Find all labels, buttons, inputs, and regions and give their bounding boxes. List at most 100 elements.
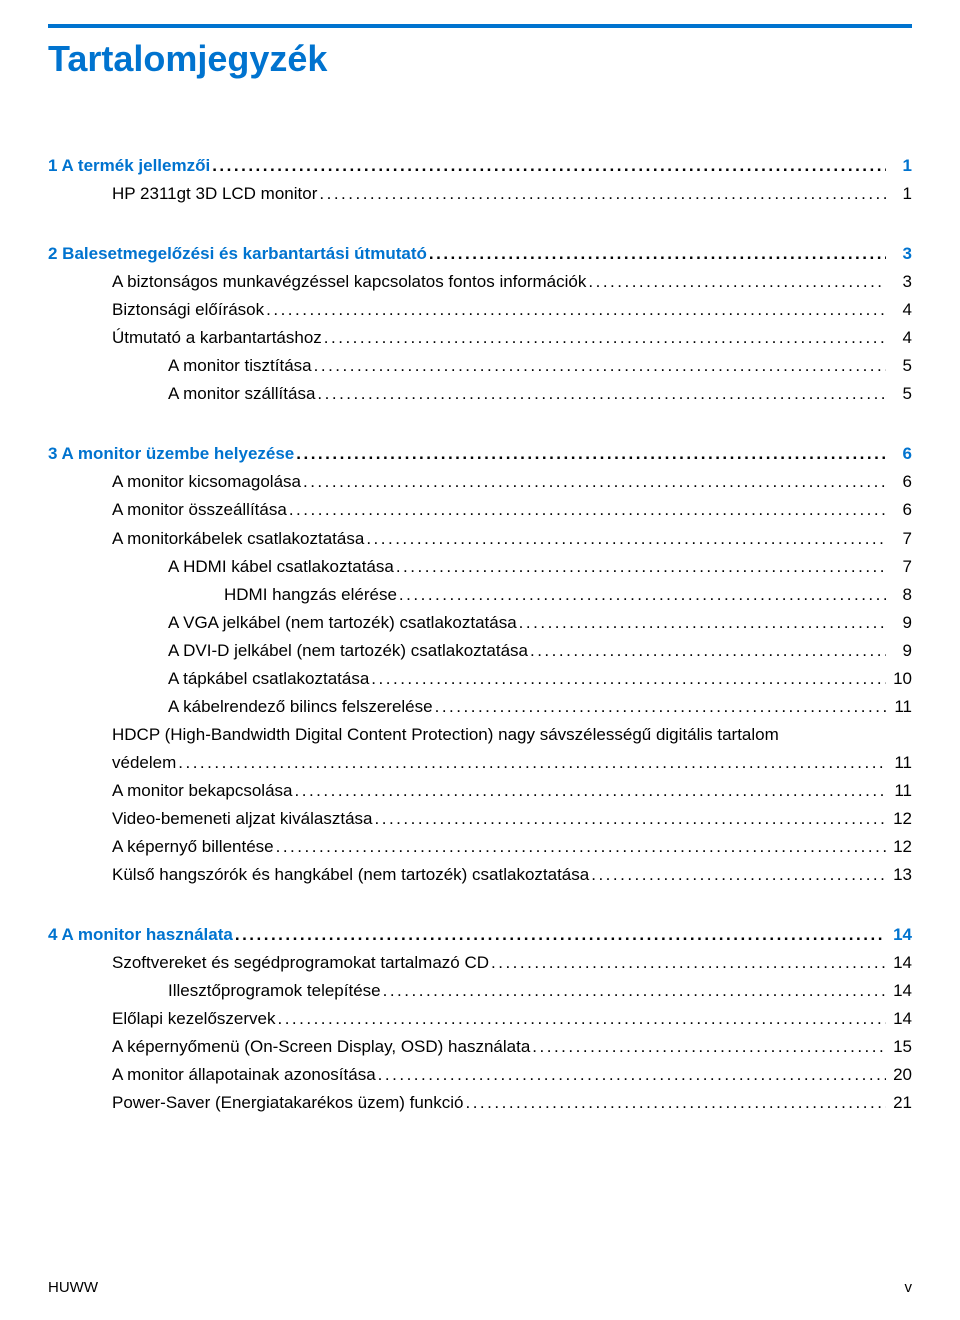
toc-label: A DVI-D jelkábel (nem tartozék) csatlako… <box>168 637 528 665</box>
toc-entry[interactable]: A monitorkábelek csatlakoztatása7 <box>48 525 912 553</box>
toc-page-number: 20 <box>888 1061 912 1089</box>
toc-entry[interactable]: A monitor összeállítása 6 <box>48 496 912 524</box>
toc-page-number: 11 <box>888 749 912 777</box>
toc-entry[interactable]: A képernyő billentése12 <box>48 833 912 861</box>
toc-leader-dots <box>324 324 886 352</box>
toc-page-number: 5 <box>888 380 912 408</box>
toc-leader-dots <box>289 496 886 524</box>
toc-page-number: 15 <box>888 1033 912 1061</box>
toc-label: 2 Balesetmegelőzési és karbantartási útm… <box>48 240 427 268</box>
toc-leader-dots <box>465 1089 886 1117</box>
toc-entry[interactable]: HDMI hangzás elérése8 <box>48 581 912 609</box>
toc-label: HP 2311gt 3D LCD monitor <box>112 180 317 208</box>
toc-entry[interactable]: A monitor tisztítása5 <box>48 352 912 380</box>
toc-label: A kábelrendező bilincs felszerelése <box>168 693 433 721</box>
toc-leader-dots <box>383 977 886 1005</box>
toc-label: HDCP (High-Bandwidth Digital Content Pro… <box>112 721 912 749</box>
toc-page-number: 9 <box>888 637 912 665</box>
toc-label: Szoftvereket és segédprogramokat tartalm… <box>112 949 489 977</box>
toc-leader-dots <box>314 352 886 380</box>
toc-label: Illesztőprogramok telepítése <box>168 977 381 1005</box>
toc-leader-dots <box>212 152 886 180</box>
toc-label: A monitor kicsomagolása <box>112 468 301 496</box>
toc-label: Power-Saver (Energiatakarékos üzem) funk… <box>112 1089 463 1117</box>
toc-page-number: 1 <box>888 180 912 208</box>
toc-entry[interactable]: Szoftvereket és segédprogramokat tartalm… <box>48 949 912 977</box>
toc-leader-dots <box>303 468 886 496</box>
toc-label: A monitor összeállítása <box>112 496 287 524</box>
toc-page-number: 9 <box>888 609 912 637</box>
toc-leader-dots <box>396 553 886 581</box>
toc-entry[interactable]: A DVI-D jelkábel (nem tartozék) csatlako… <box>48 637 912 665</box>
page-title: Tartalomjegyzék <box>48 38 912 80</box>
toc-entry[interactable]: A monitor bekapcsolása 11 <box>48 777 912 805</box>
toc-leader-dots <box>317 380 886 408</box>
toc-entry[interactable]: A monitor szállítása 5 <box>48 380 912 408</box>
toc-label: A képernyő billentése <box>112 833 274 861</box>
toc-entry[interactable]: A képernyőmenü (On-Screen Display, OSD) … <box>48 1033 912 1061</box>
toc-label: A monitor bekapcsolása <box>112 777 293 805</box>
toc-page-number: 4 <box>888 296 912 324</box>
toc-entry[interactable]: Külső hangszórók és hangkábel (nem tarto… <box>48 861 912 889</box>
toc-label: A képernyőmenü (On-Screen Display, OSD) … <box>112 1033 530 1061</box>
toc-entry[interactable]: A biztonságos munkavégzéssel kapcsolatos… <box>48 268 912 296</box>
toc-entry[interactable]: A monitor állapotainak azonosítása 20 <box>48 1061 912 1089</box>
toc-entry[interactable]: HP 2311gt 3D LCD monitor 1 <box>48 180 912 208</box>
toc-leader-dots <box>296 440 886 468</box>
toc-entry[interactable]: Biztonsági előírások 4 <box>48 296 912 324</box>
toc-label: A tápkábel csatlakoztatása <box>168 665 369 693</box>
toc-page-number: 11 <box>888 693 912 721</box>
toc-leader-dots <box>366 525 886 553</box>
toc-page-number: 11 <box>888 777 912 805</box>
toc-page-number: 7 <box>888 553 912 581</box>
toc-entry[interactable]: Előlapi kezelőszervek14 <box>48 1005 912 1033</box>
toc-leader-dots <box>235 921 886 949</box>
toc-chapter[interactable]: 3 A monitor üzembe helyezése6 <box>48 440 912 468</box>
toc-page-number: 6 <box>888 496 912 524</box>
toc-label: Előlapi kezelőszervek <box>112 1005 275 1033</box>
toc-label: Biztonsági előírások <box>112 296 264 324</box>
toc-label: A HDMI kábel csatlakoztatása <box>168 553 394 581</box>
toc-leader-dots <box>375 805 887 833</box>
toc-entry[interactable]: Illesztőprogramok telepítése14 <box>48 977 912 1005</box>
toc-entry[interactable]: A tápkábel csatlakoztatása 10 <box>48 665 912 693</box>
toc-entry[interactable]: A kábelrendező bilincs felszerelése 11 <box>48 693 912 721</box>
toc-entry[interactable]: A HDMI kábel csatlakoztatása 7 <box>48 553 912 581</box>
toc-page-number: 10 <box>888 665 912 693</box>
toc-entry[interactable]: HDCP (High-Bandwidth Digital Content Pro… <box>48 721 912 777</box>
toc-entry[interactable]: Power-Saver (Energiatakarékos üzem) funk… <box>48 1089 912 1117</box>
header-rule <box>48 24 912 28</box>
toc-page-number: 21 <box>888 1089 912 1117</box>
toc-page-number: 3 <box>888 240 912 268</box>
toc-leader-dots <box>591 861 886 889</box>
toc-page-number: 14 <box>888 949 912 977</box>
toc-gap <box>48 408 912 426</box>
toc-leader-dots <box>519 609 886 637</box>
toc-leader-dots <box>532 1033 886 1061</box>
toc-page-number: 6 <box>888 468 912 496</box>
toc-label: 1 A termék jellemzői <box>48 152 210 180</box>
toc-label: Video-bemeneti aljzat kiválasztása <box>112 805 373 833</box>
toc-gap <box>48 120 912 138</box>
toc-page-number: 4 <box>888 324 912 352</box>
toc-entry[interactable]: A monitor kicsomagolása 6 <box>48 468 912 496</box>
toc-page-number: 1 <box>888 152 912 180</box>
toc-label: Útmutató a karbantartáshoz <box>112 324 322 352</box>
toc-entry[interactable]: Video-bemeneti aljzat kiválasztása 12 <box>48 805 912 833</box>
toc-label: A monitor tisztítása <box>168 352 312 380</box>
toc-entry[interactable]: A VGA jelkábel (nem tartozék) csatlakozt… <box>48 609 912 637</box>
toc-label: A monitor szállítása <box>168 380 315 408</box>
toc-gap <box>48 208 912 226</box>
toc-page-number: 13 <box>888 861 912 889</box>
toc-page-number: 6 <box>888 440 912 468</box>
toc-leader-dots <box>530 637 886 665</box>
toc-page-number: 12 <box>888 805 912 833</box>
toc-leader-dots <box>276 833 886 861</box>
toc-entry[interactable]: Útmutató a karbantartáshoz 4 <box>48 324 912 352</box>
toc-label: A monitor állapotainak azonosítása <box>112 1061 376 1089</box>
toc-leader-dots <box>429 240 886 268</box>
toc-chapter[interactable]: 2 Balesetmegelőzési és karbantartási útm… <box>48 240 912 268</box>
toc-label-tail: védelem <box>112 749 176 777</box>
toc-chapter[interactable]: 1 A termék jellemzői 1 <box>48 152 912 180</box>
toc-chapter[interactable]: 4 A monitor használata14 <box>48 921 912 949</box>
